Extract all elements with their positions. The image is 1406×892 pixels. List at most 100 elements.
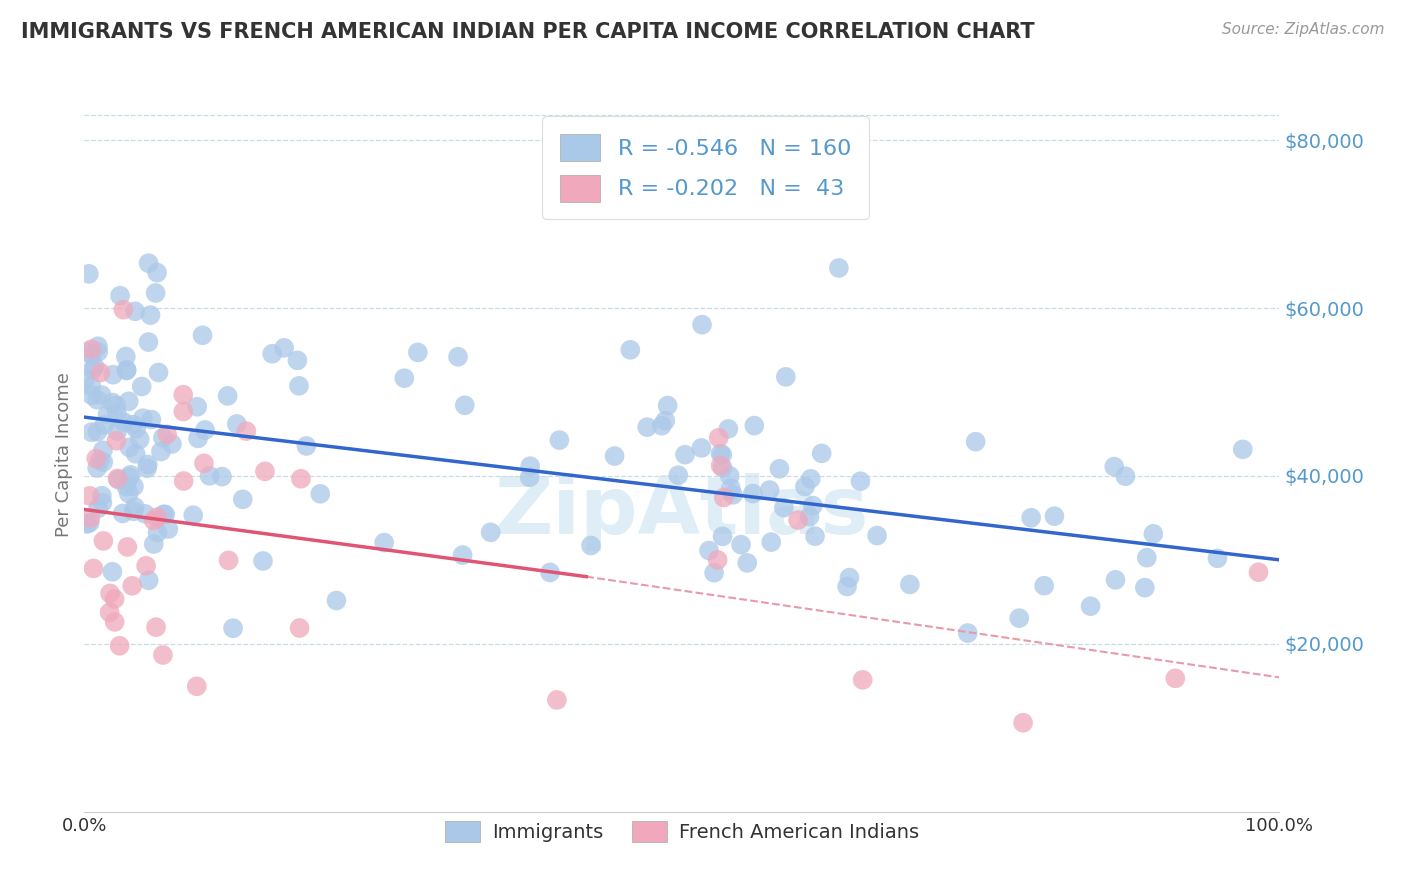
Point	[711, 529, 734, 543]
Point	[86, 461, 108, 475]
Point	[1008, 611, 1031, 625]
Point	[451, 548, 474, 562]
Point	[619, 343, 641, 357]
Point	[86, 425, 108, 439]
Point	[548, 433, 571, 447]
Point	[193, 456, 215, 470]
Point	[741, 486, 763, 500]
Point	[152, 648, 174, 662]
Point	[454, 398, 477, 412]
Point	[721, 488, 744, 502]
Point	[191, 328, 214, 343]
Point	[1133, 581, 1156, 595]
Point	[706, 553, 728, 567]
Point	[1102, 459, 1125, 474]
Point	[709, 446, 731, 460]
Point	[1232, 442, 1254, 457]
Point	[711, 448, 734, 462]
Point	[742, 418, 765, 433]
Point	[690, 441, 713, 455]
Point	[89, 366, 111, 380]
Point	[1114, 469, 1136, 483]
Point	[217, 389, 239, 403]
Point	[104, 591, 127, 606]
Point	[77, 267, 100, 281]
Point	[83, 359, 105, 374]
Point	[79, 489, 101, 503]
Point	[149, 444, 172, 458]
Point	[101, 565, 124, 579]
Point	[87, 344, 110, 359]
Point	[1142, 526, 1164, 541]
Point	[290, 472, 312, 486]
Point	[146, 510, 169, 524]
Point	[107, 473, 129, 487]
Point	[138, 574, 160, 588]
Point	[252, 554, 274, 568]
Point	[173, 474, 195, 488]
Point	[118, 441, 141, 455]
Point	[956, 626, 979, 640]
Point	[121, 579, 143, 593]
Point	[105, 424, 128, 438]
Point	[139, 308, 162, 322]
Point	[211, 469, 233, 483]
Point	[131, 379, 153, 393]
Point	[111, 507, 134, 521]
Point	[87, 339, 110, 353]
Point	[1043, 509, 1066, 524]
Point	[124, 304, 146, 318]
Point	[852, 673, 875, 687]
Point	[1164, 671, 1187, 685]
Point	[707, 431, 730, 445]
Point	[787, 513, 810, 527]
Point	[761, 535, 783, 549]
Point	[1136, 550, 1159, 565]
Point	[122, 479, 145, 493]
Point	[156, 427, 179, 442]
Point	[172, 404, 194, 418]
Point	[718, 469, 741, 483]
Point	[1247, 566, 1270, 580]
Point	[98, 605, 121, 619]
Point	[122, 504, 145, 518]
Point	[225, 417, 247, 431]
Point	[91, 455, 114, 469]
Point	[538, 566, 561, 580]
Point	[828, 260, 851, 275]
Point	[101, 368, 124, 382]
Point	[155, 508, 177, 522]
Point	[546, 693, 568, 707]
Point	[447, 350, 470, 364]
Point	[194, 423, 217, 437]
Point	[198, 468, 221, 483]
Point	[768, 462, 790, 476]
Point	[810, 446, 832, 460]
Point	[1033, 579, 1056, 593]
Point	[172, 388, 194, 402]
Point	[138, 334, 160, 349]
Point	[82, 362, 104, 376]
Point	[253, 464, 276, 478]
Point	[152, 431, 174, 445]
Point	[132, 411, 155, 425]
Point	[710, 458, 733, 473]
Text: ZipAtlas: ZipAtlas	[495, 473, 869, 551]
Point	[75, 371, 97, 385]
Point	[101, 395, 124, 409]
Point	[115, 480, 138, 494]
Text: Source: ZipAtlas.com: Source: ZipAtlas.com	[1222, 22, 1385, 37]
Point	[773, 500, 796, 515]
Point	[118, 470, 141, 484]
Point	[186, 400, 208, 414]
Point	[835, 579, 858, 593]
Point	[98, 586, 121, 600]
Point	[76, 345, 98, 359]
Point	[105, 434, 128, 448]
Point	[122, 417, 145, 432]
Point	[801, 499, 824, 513]
Point	[112, 415, 135, 429]
Point	[79, 516, 101, 530]
Point	[80, 349, 103, 363]
Point	[838, 571, 860, 585]
